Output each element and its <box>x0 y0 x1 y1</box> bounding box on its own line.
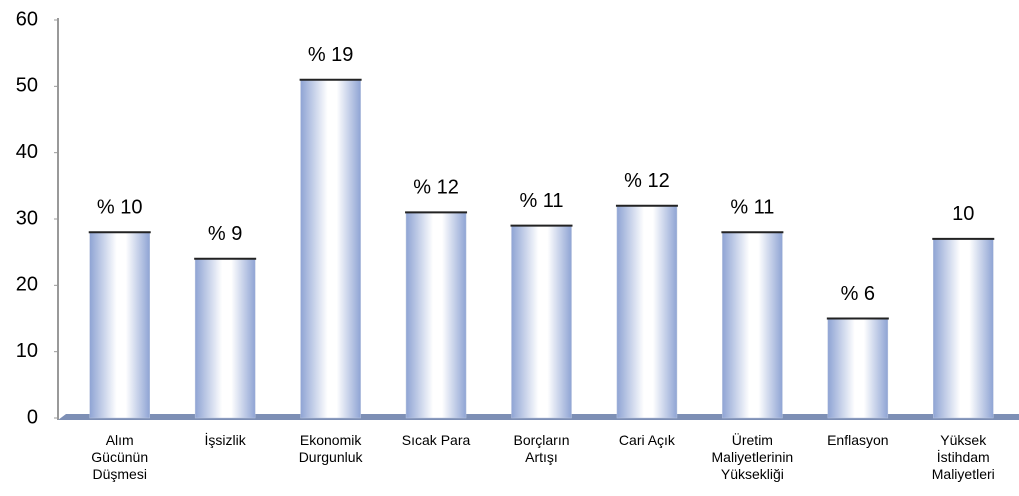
bar-annotation: % 10 <box>97 197 143 219</box>
bar <box>511 225 572 419</box>
bar <box>405 212 467 419</box>
bar <box>194 258 256 419</box>
bar <box>933 238 994 419</box>
bar-annotation: % 9 <box>208 223 242 245</box>
bar-annotation: 10 <box>952 203 974 225</box>
bar-annotation: % 19 <box>308 44 354 66</box>
bar <box>89 232 150 419</box>
x-tick-label: Enflasyon <box>827 432 889 448</box>
bar-annotation: % 6 <box>841 283 875 305</box>
bar <box>300 79 361 419</box>
y-tick-label: 10 <box>16 340 38 362</box>
bar <box>722 232 783 419</box>
bar-annotation: % 11 <box>730 197 774 219</box>
bar-annotation: % 12 <box>624 170 670 192</box>
bar-annotation: % 12 <box>413 177 459 199</box>
x-tick-label: Sıcak Para <box>401 432 471 448</box>
x-tick-label: Üretim Maliyetlerinin Yüksekliği <box>711 432 794 482</box>
bar <box>827 318 889 419</box>
x-tick-label: Cari Açık <box>618 432 675 448</box>
x-tick-label: Ekonomik Durgunluk <box>298 432 363 465</box>
x-tick-label: Borçların Artışı <box>513 432 570 465</box>
y-tick-label: 50 <box>16 75 38 97</box>
y-tick-label: 40 <box>16 141 38 163</box>
x-tick-label: Alım Gücünün Düşmesi <box>91 432 149 482</box>
y-tick-label: 60 <box>16 8 38 30</box>
bar <box>616 205 678 419</box>
y-tick-label: 20 <box>16 274 38 296</box>
y-tick-label: 30 <box>16 207 38 229</box>
x-tick-label: İşsizlik <box>204 432 246 448</box>
x-tick-label: Yüksek İstihdam Maliyetleri <box>931 432 995 482</box>
y-tick-label: 0 <box>27 406 38 428</box>
bar-annotation: % 11 <box>519 190 563 212</box>
